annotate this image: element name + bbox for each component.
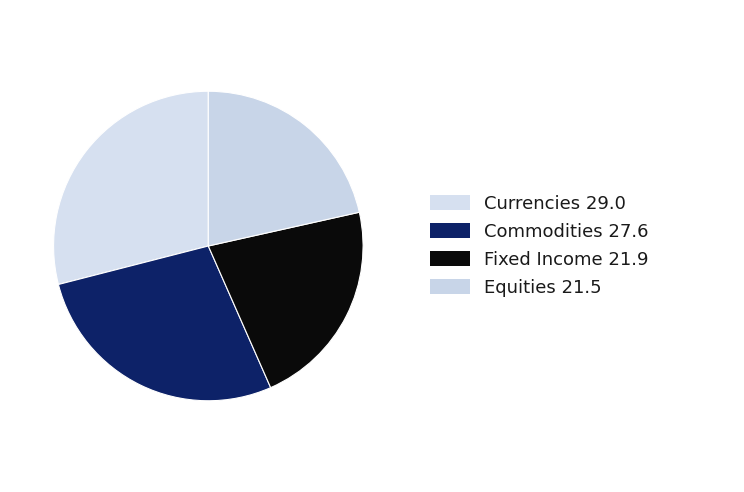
Wedge shape — [208, 212, 363, 388]
Wedge shape — [59, 246, 271, 401]
Legend: Currencies 29.0, Commodities 27.6, Fixed Income 21.9, Equities 21.5: Currencies 29.0, Commodities 27.6, Fixed… — [430, 195, 649, 297]
Wedge shape — [208, 91, 359, 246]
Wedge shape — [54, 91, 208, 284]
